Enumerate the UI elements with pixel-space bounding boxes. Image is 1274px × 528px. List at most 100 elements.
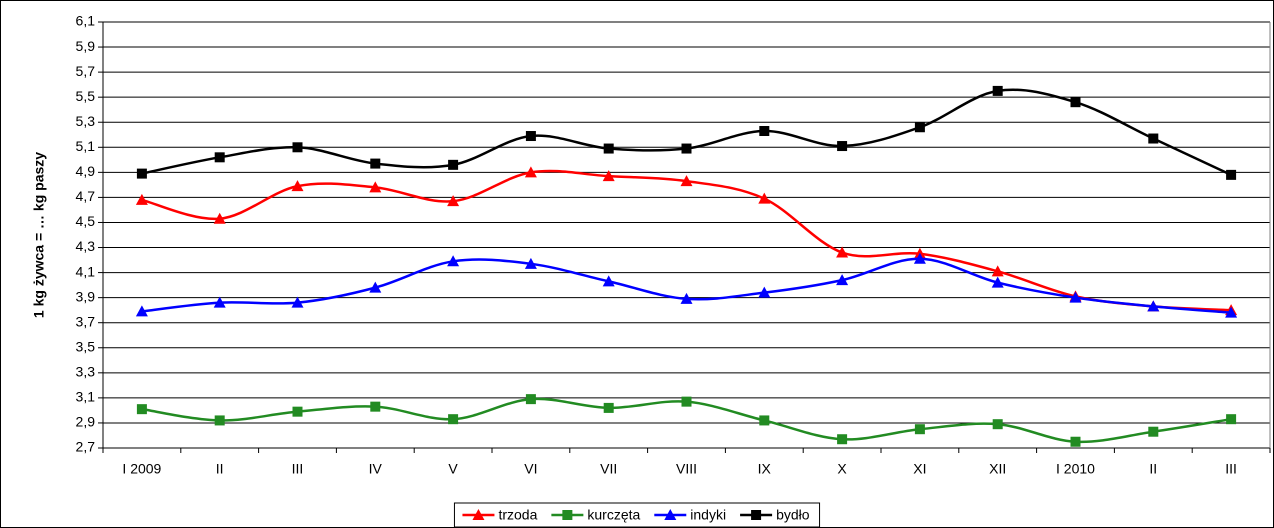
marker <box>913 252 926 264</box>
marker <box>992 85 1003 96</box>
marker <box>135 305 148 317</box>
x-tick-label: XII <box>989 461 1006 477</box>
marker <box>292 406 303 417</box>
legend: trzoda kurczęta indyki bydło <box>453 502 821 528</box>
marker <box>525 394 536 405</box>
marker <box>758 286 771 298</box>
marker <box>992 419 1003 430</box>
y-tick-label: 2,7 <box>76 439 96 455</box>
marker <box>837 434 848 445</box>
x-tick-label: VI <box>524 461 537 477</box>
legend-marker <box>664 509 677 520</box>
marker <box>836 274 849 286</box>
legend-label: kurczęta <box>587 507 640 523</box>
marker <box>603 143 614 154</box>
x-tick-label: X <box>837 461 847 477</box>
x-tick-label: V <box>448 461 458 477</box>
legend-label: trzoda <box>498 507 537 523</box>
marker <box>759 415 770 426</box>
y-tick-label: 3,3 <box>76 364 96 380</box>
marker <box>524 257 537 269</box>
marker <box>837 141 848 152</box>
marker <box>447 255 460 267</box>
marker <box>525 131 536 142</box>
y-tick-label: 5,7 <box>76 63 96 79</box>
marker <box>602 275 615 287</box>
legend-marker <box>472 509 485 520</box>
marker <box>914 424 925 435</box>
marker <box>213 296 226 308</box>
x-tick-label: III <box>1225 461 1237 477</box>
marker <box>135 193 148 205</box>
legend-item: trzoda <box>462 507 538 523</box>
y-tick-label: 2,9 <box>76 414 96 430</box>
marker <box>914 122 925 133</box>
marker <box>447 195 460 207</box>
marker <box>1070 97 1081 108</box>
marker <box>448 159 459 170</box>
x-tick-label: I 2010 <box>1056 461 1095 477</box>
y-tick-label: 4,7 <box>76 188 96 204</box>
marker <box>1148 133 1159 144</box>
legend-marker <box>562 510 573 520</box>
marker <box>1225 306 1238 318</box>
marker <box>136 404 147 415</box>
marker <box>836 246 849 258</box>
marker <box>291 296 304 308</box>
y-tick-label: 3,5 <box>76 338 96 354</box>
x-tick-label: II <box>216 461 224 477</box>
marker <box>602 170 615 182</box>
marker <box>991 276 1004 288</box>
marker <box>292 142 303 153</box>
marker <box>1147 300 1160 312</box>
y-tick-label: 5,9 <box>76 38 96 54</box>
marker <box>991 265 1004 277</box>
marker <box>681 143 692 154</box>
legend-item: indyki <box>654 507 726 523</box>
y-tick-label: 6,1 <box>76 13 96 29</box>
x-tick-label: IV <box>369 461 383 477</box>
y-tick-label: 5,3 <box>76 113 96 129</box>
legend-label: indyki <box>690 507 726 523</box>
marker <box>680 175 693 187</box>
y-tick-label: 3,9 <box>76 288 96 304</box>
marker <box>524 166 537 178</box>
y-tick-label: 3,7 <box>76 313 96 329</box>
x-tick-label: XI <box>913 461 926 477</box>
marker <box>214 152 225 163</box>
legend-marker <box>751 510 762 520</box>
marker <box>1226 414 1237 425</box>
y-tick-label: 4,3 <box>76 238 96 254</box>
marker <box>1226 169 1237 180</box>
marker <box>369 181 382 193</box>
marker <box>758 192 771 204</box>
marker <box>291 180 304 192</box>
marker <box>680 292 693 304</box>
x-tick-label: I 2009 <box>122 461 161 477</box>
y-axis-title: 1 kg żywca = … kg paszy <box>31 152 47 318</box>
marker <box>370 401 381 412</box>
marker <box>136 168 147 179</box>
marker <box>759 126 770 137</box>
legend-item: kurczęta <box>551 507 640 523</box>
marker <box>213 212 226 224</box>
marker <box>214 415 225 426</box>
y-tick-label: 4,5 <box>76 213 96 229</box>
legend-label: bydło <box>776 507 810 523</box>
x-tick-label: IX <box>758 461 772 477</box>
x-tick-label: VII <box>600 461 617 477</box>
x-tick-label: II <box>1149 461 1157 477</box>
marker <box>448 414 459 425</box>
y-tick-label: 5,1 <box>76 138 96 154</box>
y-tick-label: 4,9 <box>76 163 96 179</box>
marker <box>1069 291 1082 303</box>
x-tick-label: VIII <box>676 461 697 477</box>
marker <box>1070 436 1081 447</box>
legend-item: bydło <box>740 507 810 523</box>
x-tick-label: III <box>292 461 304 477</box>
y-tick-label: 4,1 <box>76 263 96 279</box>
marker <box>1148 426 1159 437</box>
y-tick-label: 3,1 <box>76 389 96 405</box>
marker <box>369 281 382 293</box>
